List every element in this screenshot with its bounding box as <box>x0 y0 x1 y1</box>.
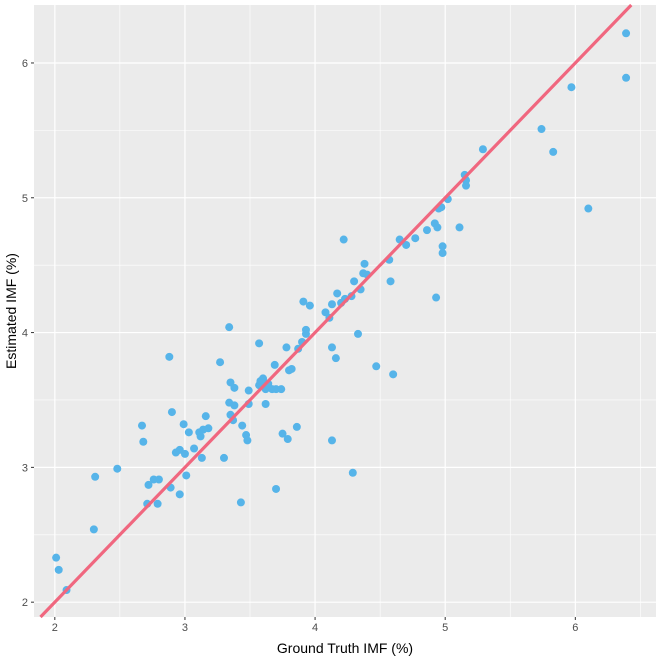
y-tick-label: 4 <box>22 328 28 340</box>
x-tick-label: 6 <box>572 622 578 634</box>
data-point <box>549 147 558 156</box>
data-point <box>327 436 336 445</box>
data-point <box>386 277 395 286</box>
y-tick-label: 6 <box>22 58 28 70</box>
data-point <box>433 223 442 232</box>
data-point <box>52 553 61 562</box>
data-point <box>230 401 239 410</box>
x-tick-label: 5 <box>442 622 448 634</box>
data-point <box>236 498 245 507</box>
data-point <box>305 301 314 310</box>
data-point <box>201 412 210 421</box>
data-point <box>292 422 301 431</box>
data-point <box>360 259 369 268</box>
data-point <box>182 471 191 480</box>
data-point <box>389 370 398 379</box>
x-tick-label: 3 <box>182 622 188 634</box>
data-point <box>272 484 281 493</box>
data-point <box>432 293 441 302</box>
data-point <box>91 472 100 481</box>
data-point <box>138 421 147 430</box>
data-point <box>331 354 340 363</box>
data-point <box>327 300 336 309</box>
data-point <box>287 364 296 373</box>
data-point <box>244 386 253 395</box>
data-point <box>402 240 411 249</box>
data-point <box>165 352 174 361</box>
x-axis-ticks: 2 3 4 5 6 <box>52 617 578 634</box>
data-point <box>537 125 546 134</box>
data-point <box>238 421 247 430</box>
data-point <box>278 429 287 438</box>
data-point <box>372 362 381 371</box>
data-point <box>89 525 98 534</box>
data-point <box>348 468 357 477</box>
y-tick-label: 2 <box>22 597 28 609</box>
y-axis-title: Estimated IMF (%) <box>3 253 19 369</box>
data-point <box>270 360 279 369</box>
data-point <box>438 249 447 258</box>
data-point <box>455 223 464 232</box>
y-axis-ticks: 2 3 4 5 6 <box>22 58 34 609</box>
data-point <box>283 435 292 444</box>
data-point <box>462 181 471 190</box>
data-point <box>350 277 359 286</box>
data-point <box>190 444 199 453</box>
data-point <box>184 428 193 437</box>
data-point <box>261 400 270 409</box>
minor-gridlines <box>34 5 656 617</box>
data-point <box>438 242 447 251</box>
data-point <box>179 420 188 429</box>
data-point <box>327 343 336 352</box>
y-tick-label: 3 <box>22 462 28 474</box>
data-point <box>339 235 348 244</box>
data-point <box>139 437 148 446</box>
data-point <box>225 323 234 332</box>
data-point <box>196 432 205 441</box>
data-point <box>478 145 487 154</box>
data-point <box>216 358 225 367</box>
data-point <box>167 408 176 417</box>
fit-line <box>39 3 633 619</box>
data-point <box>219 453 228 462</box>
data-point <box>113 464 122 473</box>
data-point <box>333 289 342 298</box>
data-point <box>154 475 163 484</box>
major-gridlines <box>34 5 656 617</box>
data-point <box>153 499 162 508</box>
x-tick-label: 2 <box>52 622 58 634</box>
data-point <box>301 329 310 338</box>
data-point <box>299 297 308 306</box>
data-point <box>243 436 252 445</box>
data-point <box>144 480 153 489</box>
data-point <box>180 449 189 458</box>
data-point <box>282 343 291 352</box>
data-point <box>204 424 213 433</box>
data-point <box>584 204 593 213</box>
data-point <box>422 226 431 235</box>
data-point <box>255 339 264 348</box>
data-point <box>622 73 631 82</box>
data-point <box>197 453 206 462</box>
data-point <box>277 385 286 394</box>
y-tick-label: 5 <box>22 193 28 205</box>
fit-line-group <box>39 3 633 619</box>
data-point <box>567 83 576 92</box>
data-point <box>230 383 239 392</box>
data-point <box>354 329 363 338</box>
data-point <box>54 565 63 574</box>
x-axis-title: Ground Truth IMF (%) <box>277 640 413 656</box>
data-point <box>175 490 184 499</box>
x-tick-label: 4 <box>312 622 318 634</box>
data-point <box>622 29 631 38</box>
data-point <box>411 234 420 243</box>
